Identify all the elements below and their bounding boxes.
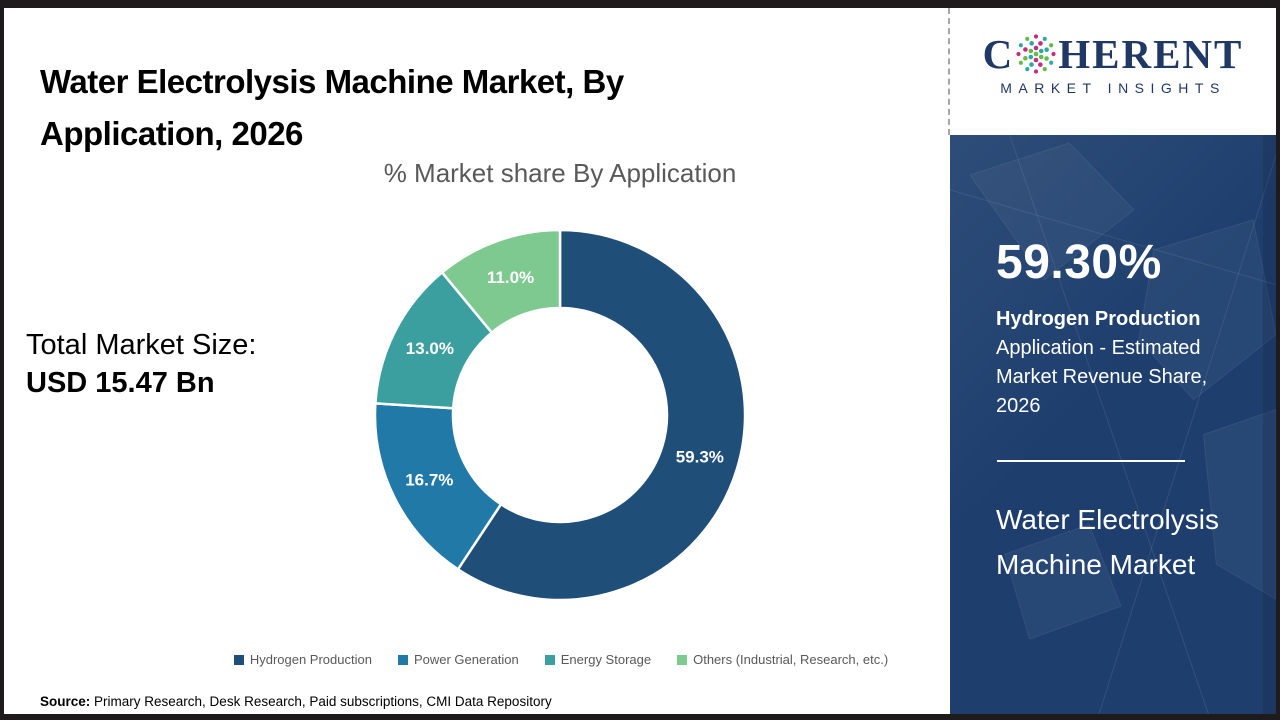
total-market-value: USD 15.47 Bn <box>26 367 215 399</box>
brand-logo: C HERENT MARKET INSIGHTS <box>948 8 1276 135</box>
source-label: Source: <box>40 694 91 709</box>
source-text: Primary Research, Desk Research, Paid su… <box>94 694 552 709</box>
donut-chart: 59.3% 16.7% 13.0% 11.0% <box>370 225 750 605</box>
dotted-globe-icon <box>1015 33 1057 75</box>
sidebar-divider <box>997 460 1185 462</box>
legend-label: Energy Storage <box>560 652 652 667</box>
brand-wordmark: C HERENT <box>950 30 1276 78</box>
legend-swatch-icon <box>677 654 688 665</box>
legend-item: Others (Industrial, Research, etc.) <box>677 652 888 667</box>
legend-swatch-icon <box>233 654 244 665</box>
brand-subtitle: MARKET INSIGHTS <box>1000 80 1226 96</box>
legend-item: Energy Storage <box>544 652 652 667</box>
headline-stat-caption: Hydrogen Production Application - Estima… <box>996 305 1236 421</box>
stat-caption-rest: Application - Estimated Market Revenue S… <box>996 337 1208 417</box>
legend-label: Others (Industrial, Research, etc.) <box>693 652 889 667</box>
page-title: Water Electrolysis Machine Market, By Ap… <box>40 63 624 153</box>
svg-text:11.0%: 11.0% <box>487 268 534 287</box>
total-market-size: Total Market Size: USD 15.47 Bn <box>26 326 256 402</box>
legend-label: Hydrogen Production <box>249 652 372 667</box>
world-map-texture <box>950 135 1276 714</box>
sidebar-market-name: Water Electrolysis Machine Market <box>996 504 1220 580</box>
chart-title: % Market share By Application <box>383 158 737 188</box>
svg-text:16.7%: 16.7% <box>405 471 453 490</box>
svg-text:13.0%: 13.0% <box>406 339 454 358</box>
legend-item: Hydrogen Production <box>233 652 372 667</box>
svg-text:59.3%: 59.3% <box>676 448 724 467</box>
legend-swatch-icon <box>397 654 408 665</box>
highlight-sidebar: 59.30% Hydrogen Production Application -… <box>950 135 1276 714</box>
chart-panel: Water Electrolysis Machine Market, By Ap… <box>4 8 948 714</box>
headline-stat: 59.30% <box>996 236 1162 289</box>
source-line: Source: Primary Research, Desk Research,… <box>40 694 552 709</box>
legend-item: Power Generation <box>397 652 519 667</box>
right-column: C HERENT MARKET INSIGHTS 59.30% Hydrogen… <box>948 8 1276 714</box>
total-market-label: Total Market Size: <box>26 329 257 361</box>
legend-swatch-icon <box>544 654 555 665</box>
brand-letter-c: C <box>982 31 1015 77</box>
chart-legend: Hydrogen Production Power Generation Energ… <box>174 652 948 667</box>
legend-label: Power Generation <box>413 652 519 667</box>
brand-letters-rest: HERENT <box>1058 31 1244 77</box>
stat-caption-bold: Hydrogen Production <box>996 308 1201 330</box>
